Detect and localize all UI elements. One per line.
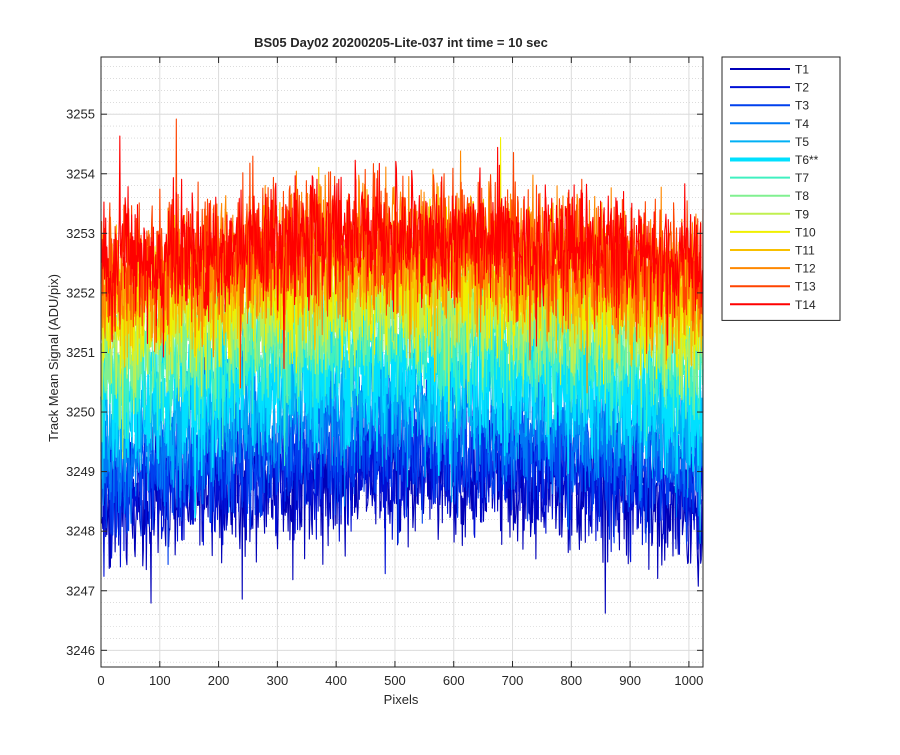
y-tick-label: 3255 — [66, 107, 95, 122]
y-tick-label: 3253 — [66, 226, 95, 241]
legend-label-t5: T5 — [795, 135, 809, 149]
legend-label-t1: T1 — [795, 63, 809, 77]
y-tick-label: 3249 — [66, 464, 95, 479]
series-layer — [100, 118, 704, 614]
legend-label-t9: T9 — [795, 207, 809, 221]
legend-label-t3: T3 — [795, 99, 809, 113]
legend-label-t4: T4 — [795, 117, 809, 131]
x-tick-label: 0 — [97, 673, 104, 688]
y-tick-label: 3250 — [66, 405, 95, 420]
y-tick-label: 3251 — [66, 345, 95, 360]
plot-frame — [100, 56, 704, 668]
x-tick-label: 1000 — [674, 673, 703, 688]
series-line-t14 — [100, 135, 704, 370]
legend-label-t10: T10 — [795, 225, 816, 239]
y-tick-label: 3252 — [66, 285, 95, 300]
x-tick-label: 200 — [208, 673, 230, 688]
y-tick-label: 3248 — [66, 524, 95, 539]
y-tick-label: 3254 — [66, 166, 95, 181]
legend-label-t14: T14 — [795, 298, 816, 312]
y-tick-label: 3247 — [66, 583, 95, 598]
legend-box — [721, 56, 841, 321]
x-tick-label: 100 — [149, 673, 171, 688]
legend-label-t8: T8 — [795, 189, 809, 203]
legend-label-t2: T2 — [795, 81, 809, 95]
y-axis-label: Track Mean Signal (ADU/pix) — [46, 274, 61, 442]
ticks: 0 100 200 300 400 500 600 700 800 900 1000 3246 3247… — [66, 57, 703, 688]
chart-title: BS05 Day02 20200205-Lite-037 int time = … — [254, 35, 548, 50]
legend-label-t13: T13 — [795, 280, 816, 294]
x-tick-label: 600 — [443, 673, 465, 688]
legend-label-t7: T7 — [795, 171, 809, 185]
x-tick-label: 400 — [325, 673, 347, 688]
legend-label-t12: T12 — [795, 262, 816, 276]
x-tick-label: 500 — [384, 673, 406, 688]
x-axis-label: Pixels — [384, 692, 419, 707]
y-tick-label: 3246 — [66, 643, 95, 658]
legend-label-t11: T11 — [795, 244, 815, 258]
legend[interactable]: T1 T2 T3 T4 T5 T6** T7 T8 T9 T10 T11 T12 T13 T14 — [721, 56, 841, 321]
legend-label-t6: T6** — [795, 153, 819, 167]
x-tick-label: 300 — [267, 673, 289, 688]
x-tick-label: 900 — [619, 673, 641, 688]
x-tick-label: 800 — [560, 673, 582, 688]
x-tick-label: 700 — [502, 673, 524, 688]
